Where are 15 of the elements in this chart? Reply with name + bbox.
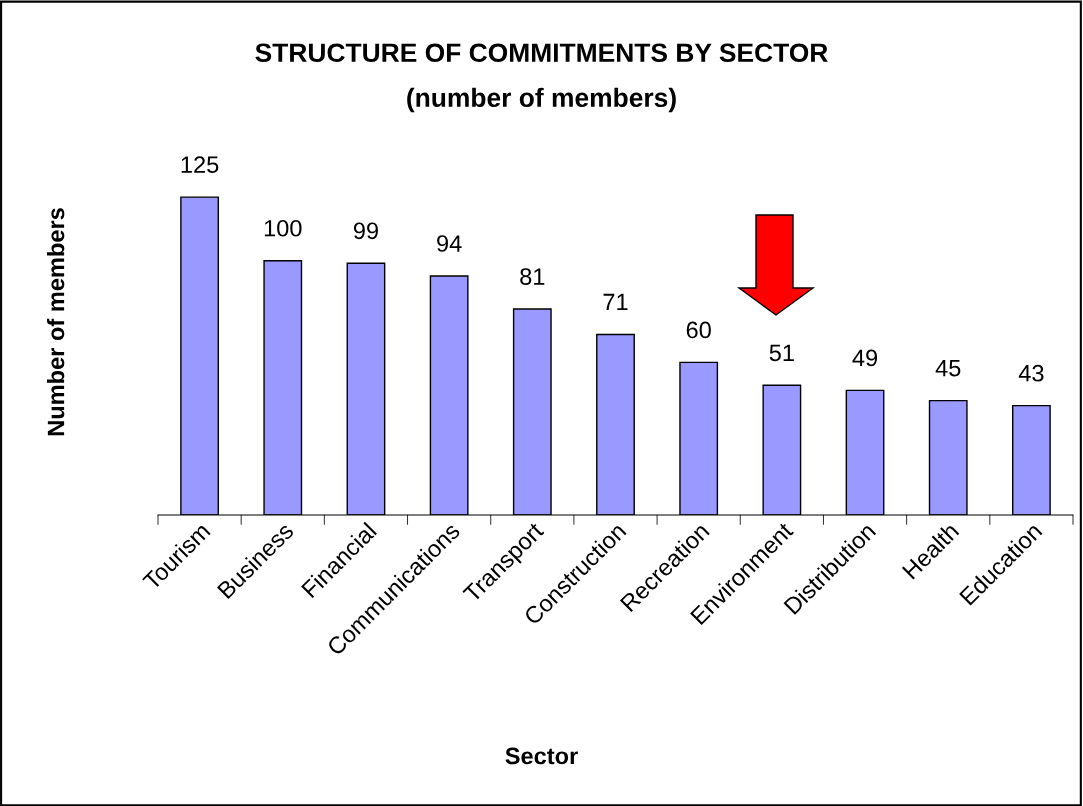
- data-label: 100: [264, 219, 302, 237]
- data-label: 99: [353, 222, 378, 240]
- data-label: 71: [603, 293, 628, 311]
- y-axis-title: Number of members: [47, 208, 65, 436]
- chart-title: STRUCTURE OF COMMITMENTS BY SECTOR: [255, 43, 828, 63]
- data-label: 45: [935, 359, 961, 377]
- data-label: 43: [1018, 364, 1044, 382]
- data-label: 51: [769, 344, 794, 362]
- data-label: 60: [686, 321, 711, 339]
- x-axis-title: Sector: [505, 747, 578, 765]
- data-label: 81: [520, 268, 545, 285]
- data-label: 49: [852, 349, 878, 367]
- data-label: 125: [181, 156, 219, 174]
- data-label: 94: [437, 235, 462, 252]
- chart-subtitle: (number of members): [407, 87, 676, 113]
